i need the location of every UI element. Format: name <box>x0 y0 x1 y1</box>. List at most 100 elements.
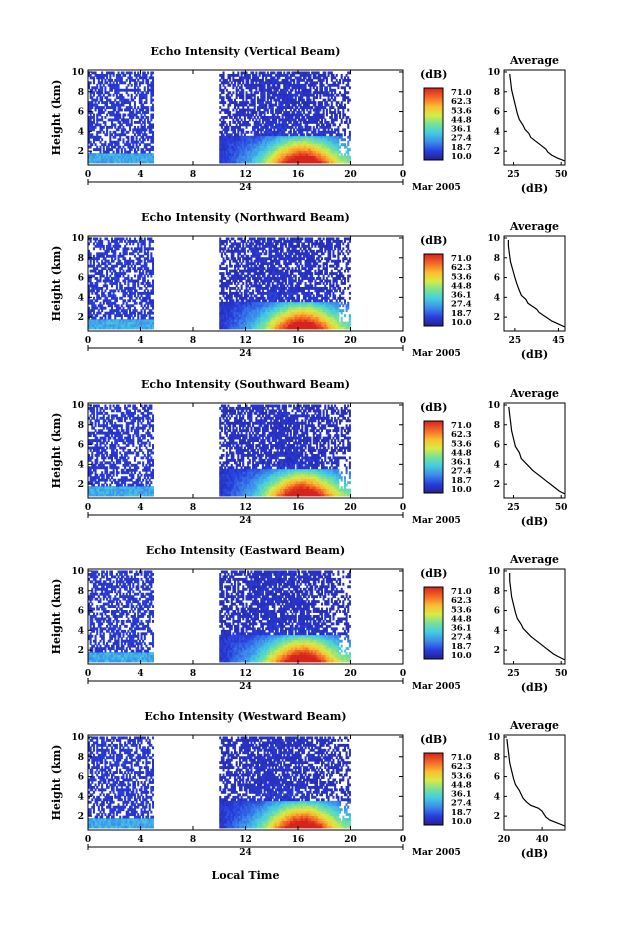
heatmap-cell <box>139 257 141 260</box>
heatmap-cell <box>150 118 152 121</box>
heatmap-cell <box>323 84 325 87</box>
heatmap-cell <box>223 89 225 92</box>
heatmap-cell <box>96 299 98 302</box>
heatmap-cell <box>244 116 246 119</box>
heatmap-cell <box>122 237 124 240</box>
heatmap-cell <box>144 277 146 280</box>
heatmap-cell <box>96 133 98 136</box>
avg-y-tick-label: 6 <box>494 108 500 118</box>
heatmap-cell <box>305 84 307 87</box>
heatmap-cell <box>132 317 134 320</box>
heatmap-cell <box>121 148 123 151</box>
heatmap-cell <box>244 118 246 121</box>
heatmap-cell <box>111 148 113 151</box>
heatmap-cell <box>301 126 303 129</box>
heatmap-cell <box>321 118 323 121</box>
heatmap-cell <box>126 242 128 245</box>
heatmap-cell <box>93 91 95 94</box>
heatmap-cell <box>129 317 131 320</box>
heatmap-cell <box>121 79 123 82</box>
heatmap-cell <box>101 309 103 312</box>
heatmap-cell <box>329 109 331 112</box>
heatmap-cell <box>113 292 115 295</box>
heatmap-cell <box>152 84 154 87</box>
heatmap-cell <box>106 131 108 134</box>
heatmap-cell <box>124 280 126 283</box>
heatmap-cell <box>116 282 118 285</box>
heatmap-cell <box>137 284 139 287</box>
heatmap-cell <box>137 252 139 255</box>
heatmap-cell <box>119 270 121 273</box>
heatmap-cell <box>219 111 221 114</box>
heatmap-cell <box>144 250 146 253</box>
heatmap-cell <box>287 133 289 136</box>
heatmap-cell <box>103 111 105 114</box>
heatmap-cell <box>104 262 106 265</box>
heatmap-cell <box>278 99 280 102</box>
heatmap-cell <box>103 255 105 258</box>
heatmap-cell <box>328 128 330 131</box>
heatmap-cell <box>119 312 121 315</box>
heatmap-cell <box>285 109 287 112</box>
heatmap-cell <box>272 109 274 112</box>
heatmap-cell <box>300 121 302 124</box>
heatmap-cell <box>259 109 261 112</box>
heatmap-cell <box>142 104 144 107</box>
heatmap-cell <box>306 109 308 112</box>
heatmap-cell <box>152 267 154 270</box>
heatmap-cell <box>259 121 261 124</box>
heatmap-cell <box>121 267 123 270</box>
heatmap-cell <box>152 161 154 164</box>
heatmap-cell <box>236 109 238 112</box>
heatmap-cell <box>291 106 293 109</box>
heatmap-cell <box>293 128 295 131</box>
heatmap-cell <box>326 89 328 92</box>
heatmap-cell <box>95 126 97 129</box>
heatmap-cell <box>257 126 259 129</box>
heatmap-cell <box>232 71 234 74</box>
heatmap-cell <box>298 109 300 112</box>
heatmap-cell <box>309 133 311 136</box>
heatmap-cell <box>152 89 154 92</box>
heatmap-cell <box>219 79 221 82</box>
heatmap-cell <box>134 104 136 107</box>
heatmap-cell <box>264 86 266 89</box>
heatmap-cell <box>119 126 121 129</box>
heatmap-cell <box>152 304 154 307</box>
heatmap-cell <box>144 89 146 92</box>
heatmap-cell <box>298 89 300 92</box>
heatmap-cell <box>98 294 100 297</box>
heatmap-cell <box>150 96 152 99</box>
heatmap-cell <box>131 148 133 151</box>
heatmap-cell <box>109 314 111 317</box>
avg-y-tick-label: 8 <box>494 88 500 98</box>
heatmap-cell <box>147 257 149 260</box>
heatmap-cell <box>104 109 106 112</box>
heatmap-cell <box>144 131 146 134</box>
heatmap-cell <box>91 101 93 104</box>
heatmap-cell <box>104 294 106 297</box>
heatmap-cell <box>346 121 348 124</box>
heatmap-cell <box>95 109 97 112</box>
heatmap-cell <box>114 123 116 126</box>
heatmap-cell <box>149 151 151 154</box>
heatmap-cell <box>118 84 120 87</box>
average-title: Average <box>509 54 559 67</box>
heatmap-cell <box>321 86 323 89</box>
heatmap-cell <box>234 99 236 102</box>
heatmap-cell <box>347 96 349 99</box>
heatmap-cell <box>313 86 315 89</box>
heatmap-cell <box>152 289 154 292</box>
heatmap-cell <box>147 106 149 109</box>
heatmap-cell <box>90 255 92 258</box>
heatmap-cell <box>237 131 239 134</box>
heatmap-cell <box>93 141 95 144</box>
heatmap-cell <box>229 111 231 114</box>
heatmap-cell <box>237 89 239 92</box>
heatmap-cell <box>236 96 238 99</box>
heatmap-cell <box>249 76 251 79</box>
heatmap-cell <box>277 89 279 92</box>
heatmap-cell <box>93 242 95 245</box>
heatmap-cell <box>134 96 136 99</box>
heatmap-cell <box>114 255 116 258</box>
